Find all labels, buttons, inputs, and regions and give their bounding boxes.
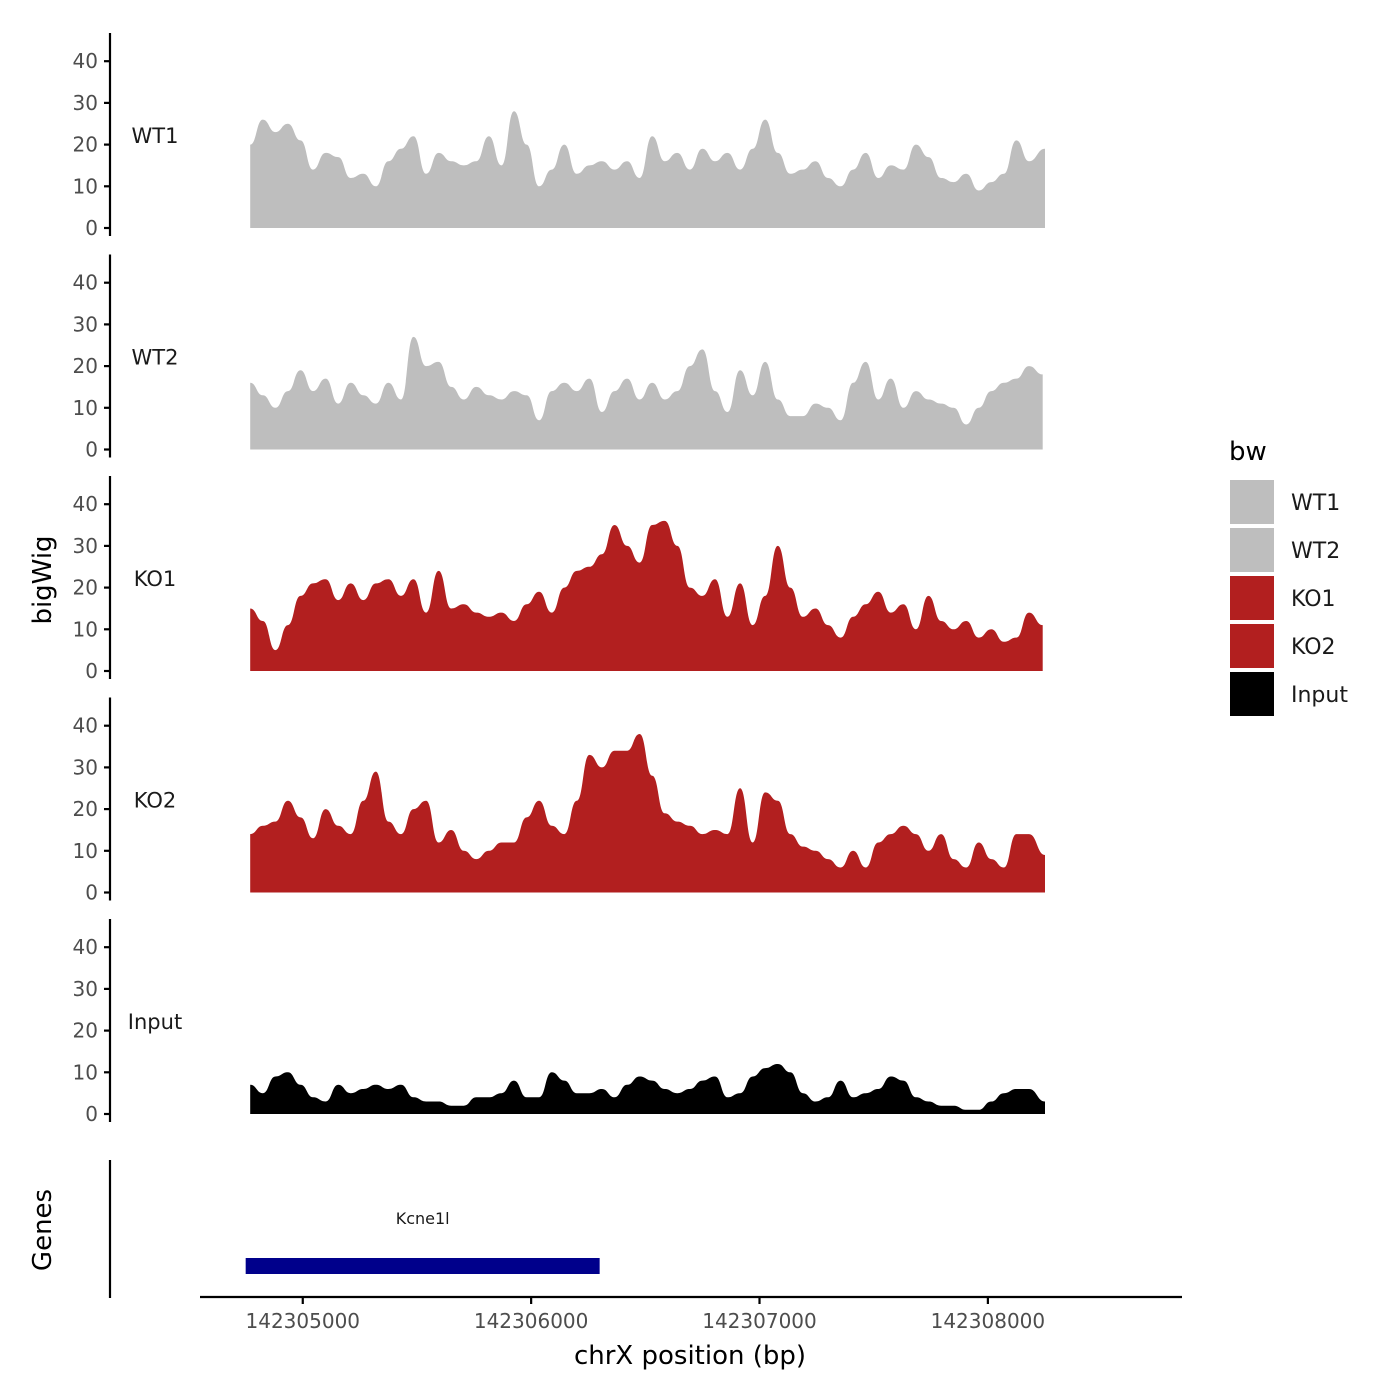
genes-axis-title: Genes (28, 1189, 58, 1271)
y-tick-label: 30 (73, 91, 98, 115)
y-tick-label: 0 (85, 216, 98, 240)
track-input: 0 10 20 30 40 Input (73, 919, 1045, 1126)
genes-panel: Kcne1l (108, 1160, 600, 1298)
x-tick-label: 142307000 (702, 1309, 817, 1333)
y-tick-label: 30 (73, 312, 98, 336)
area-input (250, 1064, 1045, 1114)
y-tick-label: 40 (73, 714, 98, 738)
track-wt1: 0 10 20 30 40 WT1 (73, 33, 1045, 240)
legend-key-ko1 (1230, 576, 1274, 620)
legend-label: Input (1291, 683, 1348, 708)
x-axis: 142305000 142306000 142307000 142308000 (200, 1295, 1182, 1333)
y-tick-label: 10 (73, 396, 98, 420)
track-ko2: 0 10 20 30 40 KO2 (73, 697, 1045, 905)
gene-bar (245, 1258, 600, 1274)
x-tick-label: 142306000 (474, 1309, 589, 1333)
legend-label: KO1 (1291, 587, 1336, 612)
y-tick-label: 30 (73, 534, 98, 558)
y-tick-label: 40 (73, 935, 98, 959)
y-axis-title: bigWig (28, 535, 58, 624)
track-ko1: 0 10 20 30 40 KO1 (73, 476, 1043, 683)
y-tick-label: 10 (73, 617, 98, 641)
gene-label: Kcne1l (396, 1209, 450, 1228)
legend-key-wt1 (1230, 480, 1274, 524)
legend-label: WT1 (1291, 491, 1340, 516)
y-tick-label: 10 (73, 839, 98, 863)
y-tick-label: 40 (73, 49, 98, 73)
y-tick-label: 40 (73, 492, 98, 516)
y-tick-label: 30 (73, 755, 98, 779)
track-label: KO1 (134, 567, 177, 591)
area-wt2 (250, 336, 1043, 450)
y-tick-label: 30 (73, 977, 98, 1001)
y-tick-label: 20 (73, 354, 98, 378)
y-tick-label: 0 (85, 438, 98, 462)
y-tick-label: 20 (73, 133, 98, 157)
area-ko2 (250, 734, 1045, 893)
legend-key-wt2 (1230, 528, 1274, 572)
track-label: Input (128, 1010, 182, 1034)
track-label: WT1 (132, 124, 179, 148)
y-tick-label: 10 (73, 1060, 98, 1084)
y-tick-label: 20 (73, 576, 98, 600)
track-label: KO2 (134, 789, 177, 813)
y-tick-label: 20 (73, 797, 98, 821)
signal-tracks: 0 10 20 30 40 WT1 0 10 20 30 40 WT2 0 10 20 30 40 KO1 0 10 2… (73, 33, 1045, 1126)
x-tick-label: 142305000 (246, 1309, 361, 1333)
y-tick-label: 10 (73, 174, 98, 198)
area-wt1 (250, 111, 1045, 228)
legend-title: bw (1229, 437, 1267, 467)
y-tick-label: 40 (73, 271, 98, 295)
x-axis-title: chrX position (bp) (574, 1341, 806, 1371)
legend-label: WT2 (1291, 539, 1340, 564)
legend-label: KO2 (1291, 635, 1336, 660)
y-tick-label: 20 (73, 1019, 98, 1043)
y-tick-label: 0 (85, 881, 98, 905)
legend: bw WT1 WT2 KO1 KO2 Input (1229, 437, 1348, 716)
track-wt2: 0 10 20 30 40 WT2 (73, 254, 1043, 462)
x-tick-label: 142308000 (931, 1309, 1046, 1333)
y-tick-label: 0 (85, 659, 98, 683)
legend-key-ko2 (1230, 624, 1274, 668)
legend-key-input (1230, 672, 1274, 716)
area-ko1 (250, 520, 1043, 671)
track-label: WT2 (132, 346, 179, 370)
y-tick-label: 0 (85, 1102, 98, 1126)
